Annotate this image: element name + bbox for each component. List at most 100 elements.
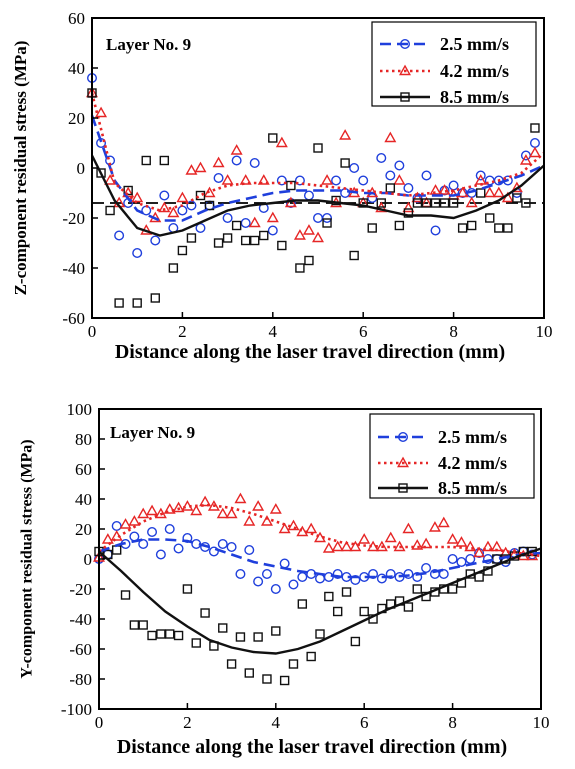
data-point — [222, 212, 233, 223]
x-tick-label: 4 — [272, 713, 281, 732]
z-stress-panel: 0 2 4 6 8 10 -60 -40 -20 0 20 40 60 Distance along th… — [11, 9, 553, 363]
y-stress-panel: 0 2 4 6 8 10 -100 -80 -60 -40 -20 0 20 40 60 80 100 Dista… — [19, 400, 550, 758]
data-point — [494, 223, 504, 233]
data-point — [421, 198, 432, 208]
data-point — [430, 225, 441, 236]
y-tick-label: -20 — [62, 209, 85, 228]
y-tick-label: -40 — [62, 259, 85, 278]
data-point — [421, 170, 432, 181]
data-point — [385, 170, 396, 181]
data-point — [240, 217, 251, 228]
data-point — [185, 164, 198, 175]
legend-label-8-5-mm-s: 8.5 mm/s — [438, 478, 507, 498]
legend-marker-2-5-mm-s — [400, 39, 411, 50]
data-point — [176, 191, 189, 203]
data-point — [177, 245, 188, 256]
data-point — [439, 198, 450, 208]
y-axis-label: Z-component residual stress (MPa) — [11, 41, 30, 296]
legend-label-4-2-mm-s: 4.2 mm/s — [440, 61, 509, 81]
fit-line-4-2-mm-s — [90, 92, 545, 212]
data-point — [429, 184, 442, 195]
data-point — [131, 191, 144, 203]
data-point — [128, 515, 141, 526]
data-point — [260, 515, 273, 526]
data-point — [411, 191, 424, 203]
data-point — [473, 546, 486, 558]
data-point — [331, 540, 344, 552]
series-8-5-mm-s — [94, 545, 537, 686]
data-point — [288, 579, 299, 590]
data-point — [199, 495, 212, 507]
data-point — [216, 507, 229, 519]
data-point — [249, 157, 260, 168]
data-point — [230, 144, 243, 155]
data-point — [154, 507, 167, 519]
data-point — [275, 136, 288, 148]
data-point — [367, 192, 378, 203]
data-point — [403, 208, 414, 218]
data-point — [385, 569, 396, 580]
data-point — [261, 569, 272, 580]
data-point — [358, 175, 369, 186]
data-point — [492, 186, 505, 198]
data-point — [349, 540, 362, 552]
data-point — [173, 543, 184, 554]
legend-box — [369, 413, 535, 499]
data-point — [253, 576, 264, 587]
data-point — [304, 255, 314, 266]
data-point — [240, 235, 251, 246]
data-point — [359, 606, 369, 617]
data-point — [95, 106, 108, 118]
data-point — [279, 675, 290, 686]
y-axis-label: Y-component residual stress (MPa) — [19, 439, 36, 678]
data-point — [349, 250, 359, 261]
y-tick-label: 20 — [68, 109, 85, 128]
x-tick-label: 10 — [536, 322, 553, 341]
data-point — [384, 131, 397, 143]
legend-marker-2-5-mm-s — [398, 432, 409, 443]
fit-line-8-5-mm-s — [98, 547, 542, 655]
data-point — [456, 557, 467, 568]
data-point — [132, 247, 143, 258]
data-point — [503, 223, 513, 233]
legend-label-2-5-mm-s: 2.5 mm/s — [438, 427, 507, 447]
data-point — [114, 298, 124, 308]
data-point — [288, 659, 299, 669]
data-point — [186, 233, 197, 243]
data-point — [530, 123, 540, 133]
data-point — [376, 198, 386, 208]
data-point — [267, 225, 278, 236]
data-point — [207, 500, 220, 511]
data-point — [437, 516, 450, 528]
y-tick-label: 20 — [75, 520, 92, 539]
fit-line-2-5-mm-s — [98, 538, 542, 579]
data-point — [252, 500, 265, 511]
data-point — [164, 524, 175, 535]
data-point — [393, 540, 406, 552]
y-tick-label: 0 — [84, 550, 93, 569]
data-point — [159, 155, 170, 166]
layer-annotation: Layer No. 9 — [110, 423, 195, 442]
data-point — [147, 630, 157, 641]
data-point — [376, 152, 387, 163]
data-point — [208, 546, 219, 557]
data-point — [244, 545, 255, 556]
data-point — [332, 606, 343, 617]
data-point — [312, 231, 324, 243]
data-point — [150, 293, 160, 303]
data-point — [305, 522, 318, 534]
data-point — [297, 572, 308, 583]
x-tick-label: 8 — [448, 713, 457, 732]
data-point — [428, 521, 441, 532]
data-point — [213, 172, 224, 183]
data-point — [403, 602, 414, 612]
data-point — [393, 174, 406, 185]
data-point — [191, 638, 201, 648]
data-point — [476, 188, 486, 198]
data-point — [277, 240, 287, 251]
y-tick-label: 60 — [68, 9, 85, 28]
data-point — [177, 205, 188, 216]
data-point — [221, 174, 234, 185]
x-tick-label: 2 — [183, 713, 192, 732]
